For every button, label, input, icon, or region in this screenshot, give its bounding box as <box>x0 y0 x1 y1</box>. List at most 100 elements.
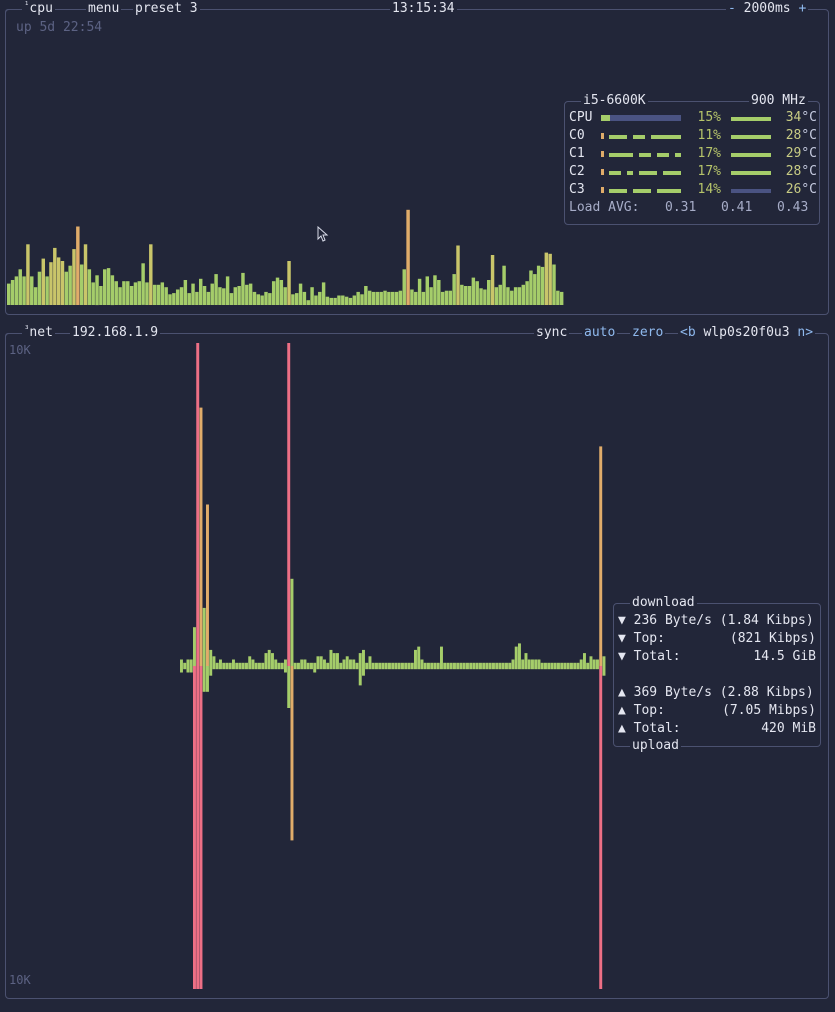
upload-bar <box>358 666 362 686</box>
core-temp-bar <box>731 117 771 121</box>
download-bar <box>206 504 209 666</box>
download-bar <box>566 662 570 666</box>
cpu-history-bar <box>256 294 261 305</box>
menu-button[interactable]: menu <box>86 1 122 17</box>
upload-bar <box>417 666 421 670</box>
cpu-history-bar <box>279 280 284 305</box>
upload-bar <box>232 666 235 670</box>
upload-bar <box>570 666 573 670</box>
download-bar <box>547 662 551 666</box>
download-bar <box>391 662 395 666</box>
download-bar <box>284 659 287 666</box>
upload-bar <box>599 666 603 989</box>
upload-bar <box>206 666 209 692</box>
download-bar <box>293 662 297 666</box>
core-usage-pct: 11% <box>697 128 721 143</box>
download-bar <box>241 662 245 666</box>
download-bar <box>336 653 339 666</box>
cpu-history-bar <box>118 287 122 305</box>
preset-label: preset 3 <box>135 1 198 16</box>
temp-bar-fill <box>731 171 771 175</box>
upload-bar <box>365 666 369 670</box>
upload-bar <box>508 666 512 670</box>
usage-bar-segment <box>651 135 657 139</box>
cpu-history-bar <box>95 275 99 306</box>
upload-top-label: Top: <box>633 703 665 718</box>
net-title[interactable]: ³net <box>22 325 55 341</box>
cpu-freq: 900 MHz <box>749 93 808 109</box>
download-bar <box>345 656 349 666</box>
cpu-history-bar <box>22 276 26 305</box>
cpu-history-bar <box>7 283 11 305</box>
download-bar <box>319 656 323 666</box>
download-bar <box>527 659 531 666</box>
upload-bar <box>384 666 388 670</box>
upload-bar <box>368 666 372 670</box>
upload-bar <box>264 666 268 670</box>
download-bar <box>596 659 599 666</box>
upload-bar <box>313 666 317 673</box>
upload-bar <box>277 666 281 670</box>
cpu-history-bar <box>49 262 53 305</box>
upload-bar <box>563 666 567 670</box>
upload-bar <box>306 666 310 670</box>
prev-interface-button[interactable]: <b <box>680 325 696 340</box>
upload-total-label: Total: <box>633 721 681 736</box>
upload-bar <box>540 666 544 670</box>
download-bar <box>440 646 443 666</box>
download-bar <box>371 662 375 666</box>
download-bar <box>323 659 326 666</box>
upload-bar <box>274 666 278 670</box>
download-title: download <box>630 595 697 611</box>
cpu-history-bar <box>291 294 295 305</box>
core-label: C1 <box>569 146 585 161</box>
cpu-history-bar <box>275 277 280 305</box>
next-interface-button[interactable]: n> <box>797 325 814 340</box>
cpu-title-label: cpu <box>29 1 53 16</box>
cpu-history-bar <box>379 291 383 305</box>
core-usage-bar <box>601 151 681 157</box>
download-bar <box>394 662 398 666</box>
upload-bar <box>443 666 447 670</box>
download-bar <box>378 662 382 666</box>
cpu-history-bar <box>271 281 276 305</box>
preset-button[interactable]: preset 3 <box>133 1 200 17</box>
usage-bar-segment <box>633 189 639 193</box>
cpu-history-bar <box>10 280 15 305</box>
upload-bar <box>339 666 343 670</box>
upload-bar <box>209 666 213 676</box>
download-bar <box>199 407 203 666</box>
zero-toggle[interactable]: zero <box>630 325 666 341</box>
cpu-history-bar <box>444 290 449 305</box>
interface-name: wlp0s20f0u3 <box>703 325 790 340</box>
cpu-history-bar <box>45 276 49 305</box>
download-bar <box>228 662 232 666</box>
cpu-history-bar <box>440 291 445 305</box>
download-bar <box>576 662 580 666</box>
cpu-title[interactable]: ¹cpu <box>22 1 55 17</box>
download-bar <box>186 659 190 666</box>
cpu-history-bar <box>506 287 510 305</box>
download-bar <box>524 653 528 666</box>
cpu-history-bar <box>287 261 291 305</box>
upload-bar <box>527 666 531 670</box>
auto-toggle[interactable]: auto <box>582 325 618 341</box>
cpu-history-bar <box>99 286 103 305</box>
sync-toggle[interactable]: sync <box>534 325 570 341</box>
temp-bar-fill <box>731 135 771 139</box>
upload-bar <box>475 666 479 670</box>
download-bar <box>495 662 499 666</box>
interval-plus-button[interactable]: + <box>798 1 807 16</box>
upload-bar <box>222 666 226 670</box>
download-bar <box>410 662 414 666</box>
net-info-panel: download ▼ 236 Byte/s (1.84 Kibps) ▼ Top… <box>613 595 821 754</box>
upload-bar <box>596 666 599 670</box>
cpu-history-bar <box>429 287 433 305</box>
interval-minus-button[interactable]: - <box>728 1 736 16</box>
upload-bar <box>362 666 365 676</box>
usage-bar-segment <box>615 135 621 139</box>
cpu-history-bar <box>53 247 57 305</box>
download-bar <box>375 662 378 666</box>
cpu-history-bar <box>283 287 287 305</box>
download-total-label: Total: <box>633 649 681 664</box>
